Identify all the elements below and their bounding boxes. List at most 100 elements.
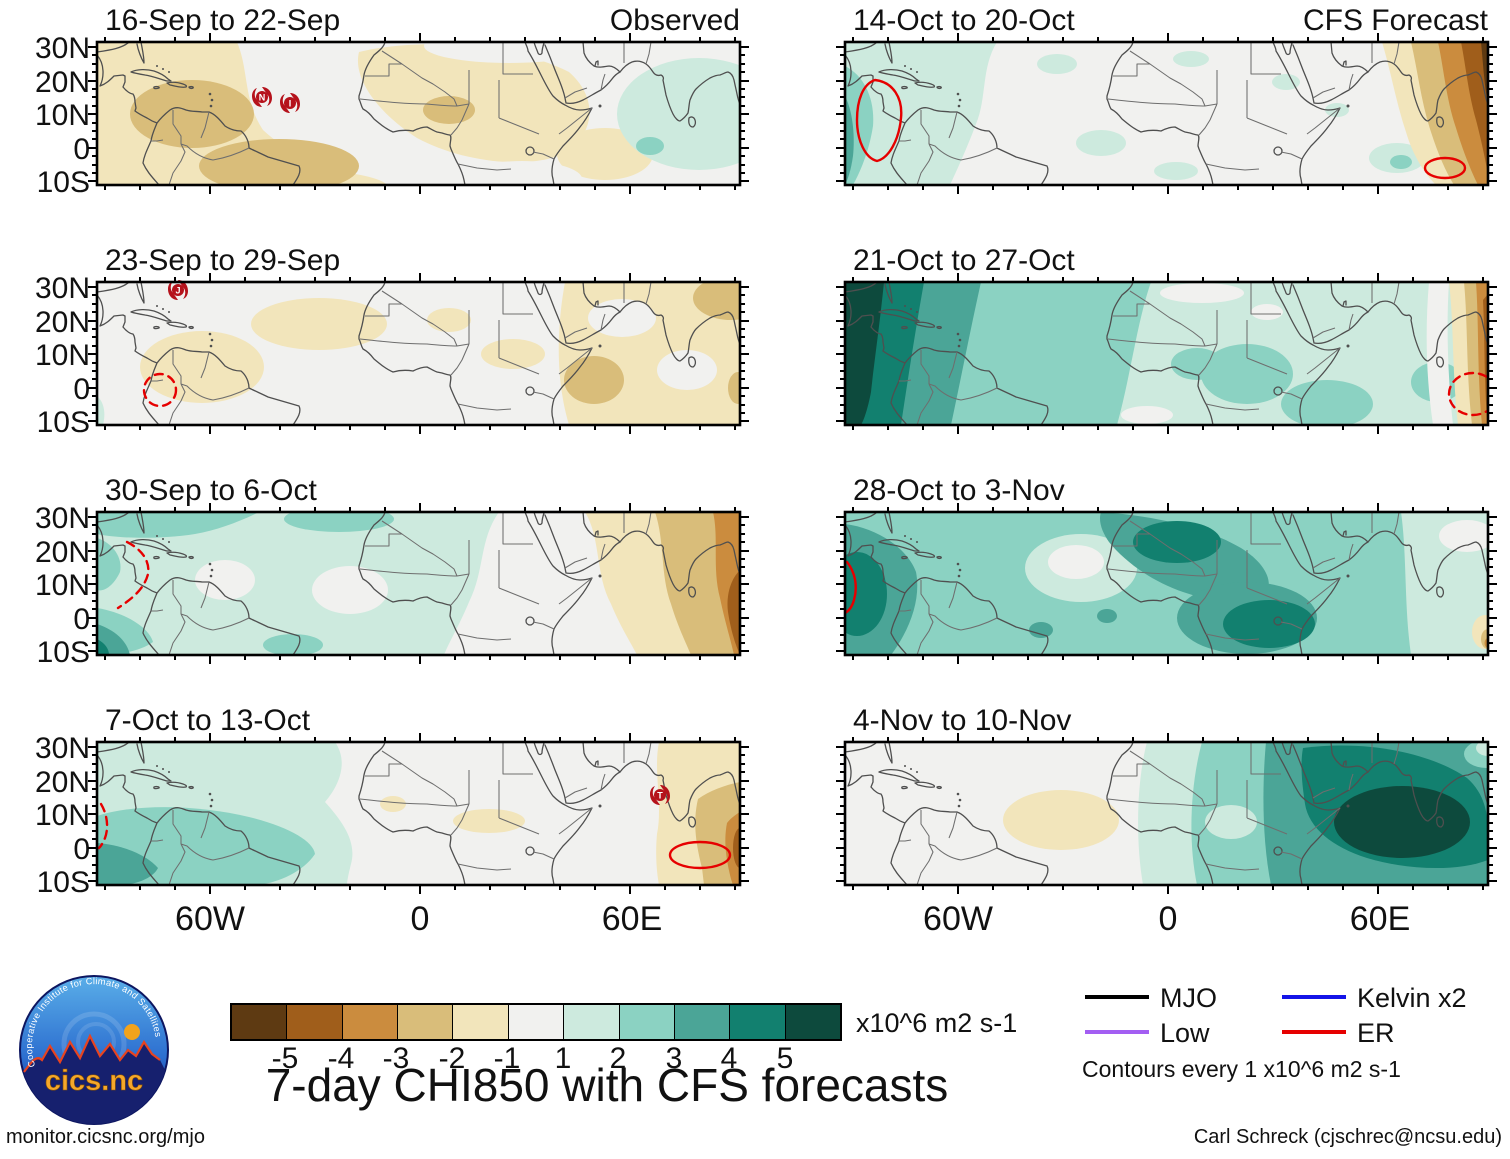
- panel-frame: [95, 740, 742, 887]
- colorbar-tick-label: 2: [609, 1042, 627, 1075]
- figure-title: 7-day CHI850 with CFS forecasts: [265, 1059, 949, 1111]
- legend-line-er: [1282, 1030, 1346, 1034]
- colorbar-tick-label: -1: [493, 1042, 521, 1075]
- anomaly-shading: [97, 512, 740, 655]
- lat-tick-label: 20N: [34, 306, 90, 339]
- er-wave-contour: [97, 802, 109, 850]
- lat-axis-row-2: 30N 20N 10N 0 10S: [6, 272, 90, 439]
- colorbar-unit: x10^6 m2 s-1: [856, 1008, 1018, 1038]
- lat-tick-label: 0: [73, 833, 90, 866]
- legend-label-er: ER: [1357, 1018, 1395, 1048]
- colorbar-tick-label: 3: [665, 1042, 683, 1075]
- lat-tick-label: 20N: [34, 536, 90, 569]
- lon-tick-label: 0: [1158, 900, 1178, 938]
- column-label-observed: Observed: [609, 4, 740, 37]
- lon-tick-label: 0: [410, 900, 430, 938]
- legend-line-kelvin: [1282, 995, 1346, 999]
- lat-tick-label: 10N: [34, 339, 90, 372]
- lon-tick-label: 60W: [923, 900, 993, 938]
- colorbar-tick-label: -2: [438, 1042, 466, 1075]
- panel-title: 30-Sep to 6-Oct: [105, 474, 317, 507]
- legend-label-low: Low: [1160, 1018, 1210, 1048]
- lat-tick-label: 0: [73, 373, 90, 406]
- lat-tick-label: 10S: [36, 166, 90, 199]
- panel-title: 7-Oct to 13-Oct: [105, 704, 311, 737]
- colorbar-cell: [232, 1005, 288, 1039]
- panel-title: 28-Oct to 3-Nov: [853, 474, 1065, 507]
- er-wave-contour: [1447, 371, 1488, 417]
- map-panel-23sep: J: [87, 272, 750, 435]
- lon-tick-label: 60E: [1349, 900, 1411, 938]
- storm-marker: I: [280, 93, 300, 113]
- storm-marker: N: [252, 87, 272, 107]
- lat-tick-label: 30N: [34, 502, 90, 535]
- lat-tick-label: 10N: [34, 99, 90, 132]
- lat-tick-label: 30N: [34, 272, 90, 305]
- panel-title: 4-Nov to 10-Nov: [853, 704, 1072, 737]
- colorbar-tick-label: -3: [382, 1042, 410, 1075]
- panel-frame: [843, 510, 1490, 657]
- map-panel-4nov: [835, 732, 1498, 895]
- er-wave-contour: [845, 560, 857, 615]
- footer-credit: Carl Schreck (cjschrec@ncsu.edu): [1193, 1126, 1502, 1148]
- panel-title: 16-Sep to 22-Sep: [105, 4, 341, 37]
- er-wave-contour: [855, 78, 903, 163]
- storm-letter: N: [259, 93, 266, 103]
- legend-label-mjo: MJO: [1160, 983, 1217, 1013]
- er-wave-contour: [116, 540, 150, 610]
- er-wave-contour: [1423, 156, 1467, 180]
- colorbar: [230, 1003, 842, 1041]
- map-panel-16sep: N I: [87, 32, 750, 195]
- panel-frame: [843, 280, 1490, 427]
- column-label-forecast: CFS Forecast: [1302, 4, 1488, 37]
- lat-axis-row-1: 30N 20N 10N 0 10S: [6, 32, 90, 199]
- panel-frame: [95, 40, 742, 187]
- colorbar-cell: [785, 1005, 840, 1039]
- colorbar-tick-label: 1: [554, 1042, 572, 1075]
- logo-mountains: [22, 1024, 166, 1124]
- lat-tick-label: 10S: [36, 636, 90, 669]
- panel-title: 14-Oct to 20-Oct: [853, 4, 1075, 37]
- colorbar-cell: [508, 1005, 565, 1039]
- lat-tick-label: 30N: [34, 32, 90, 65]
- panel-title: 21-Oct to 27-Oct: [853, 244, 1075, 277]
- storm-letter: I: [289, 99, 292, 109]
- storm-letter: J: [175, 286, 180, 296]
- panel-frame: [843, 740, 1490, 887]
- colorbar-cell: [674, 1005, 731, 1039]
- lat-tick-label: 10N: [34, 569, 90, 602]
- panel-frame: [843, 40, 1490, 187]
- footer-url: monitor.cicsnc.org/mjo: [6, 1126, 205, 1148]
- legend-contour-note: Contours every 1 x10^6 m2 s-1: [1082, 1056, 1401, 1082]
- colorbar-cell: [564, 1005, 620, 1039]
- lat-tick-label: 10N: [34, 799, 90, 832]
- lat-tick-label: 20N: [34, 66, 90, 99]
- colorbar-tick-label: -4: [327, 1042, 355, 1075]
- panel-frame: [95, 510, 742, 657]
- storm-letter: T: [657, 791, 663, 801]
- storm-marker: J: [168, 280, 188, 300]
- legend-line-mjo: [1085, 995, 1149, 999]
- colorbar-tick-label: 4: [720, 1042, 738, 1075]
- panel-title: 23-Sep to 29-Sep: [105, 244, 341, 277]
- colorbar-cell: [453, 1005, 509, 1039]
- map-panel-21oct: [835, 272, 1498, 435]
- colorbar-cell: [287, 1005, 343, 1039]
- cicsnc-logo: Cooperative Institute for Climate and Sa…: [19, 975, 169, 1125]
- anomaly-shading: [97, 742, 740, 885]
- anomaly-shading: [845, 512, 1488, 655]
- lat-tick-label: 0: [73, 603, 90, 636]
- lat-tick-label: 20N: [34, 766, 90, 799]
- map-panel-28oct: [835, 502, 1498, 665]
- anomaly-shading: [845, 282, 1488, 425]
- storm-marker: T: [650, 785, 670, 805]
- anomaly-shading: [1003, 742, 1488, 885]
- colorbar-tick-label: 5: [776, 1042, 794, 1075]
- lat-tick-label: 30N: [34, 732, 90, 765]
- map-panel-30sep: [87, 502, 750, 665]
- legend-line-low: [1085, 1030, 1149, 1034]
- colorbar-cell: [342, 1005, 399, 1039]
- er-wave-contour: [668, 840, 732, 870]
- colorbar-cell: [398, 1005, 454, 1039]
